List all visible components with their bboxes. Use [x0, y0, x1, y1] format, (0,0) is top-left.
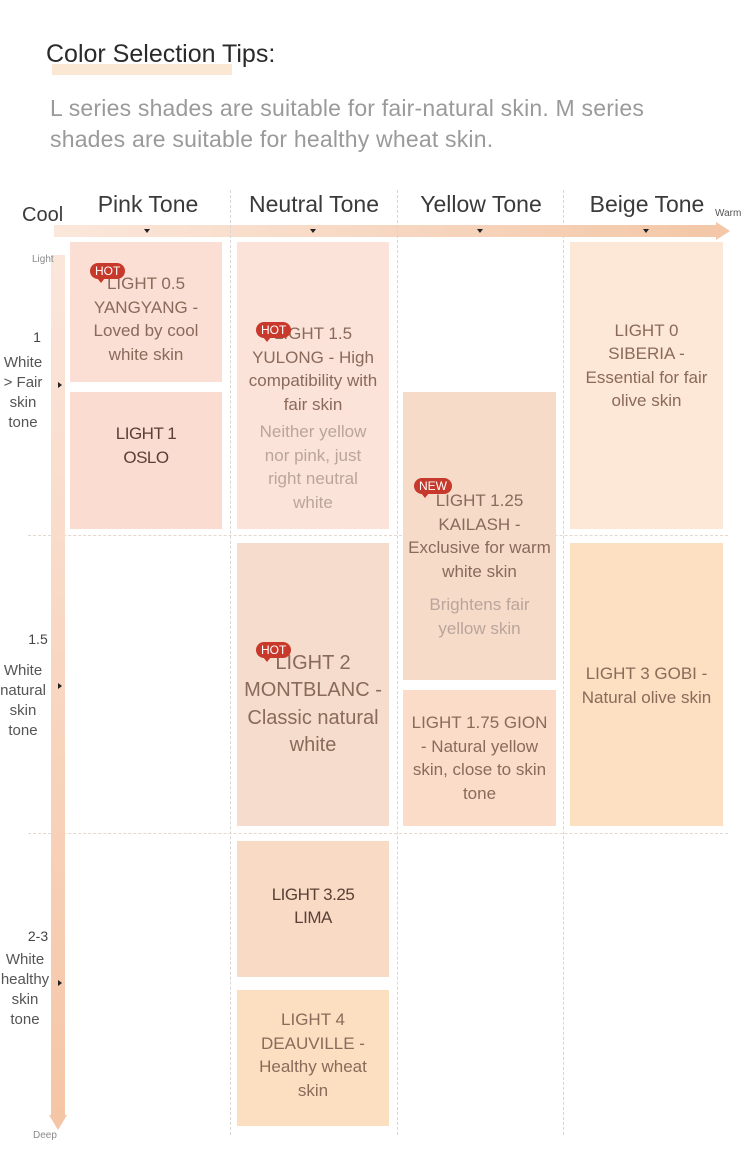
hot-badge: HOT	[256, 322, 292, 342]
cool-warm-arrow	[54, 225, 719, 237]
column-header-yellow: Yellow Tone	[420, 191, 542, 217]
hot-badge: HOT	[256, 642, 292, 662]
grid-line	[230, 190, 231, 1135]
shade-name: LIGHT 1.5 YULONG - High compatibility wi…	[248, 324, 378, 414]
column-tick	[477, 229, 483, 233]
shade-name: LIGHT 4 DEAUVILLE - Healthy wheat skin	[259, 1010, 367, 1100]
row-label: White > Fair skin tone	[3, 354, 43, 431]
shade-card-gobi[interactable]: LIGHT 3 GOBI - Natural olive skin	[570, 543, 723, 826]
shade-name: LIGHT 1.25 KAILASH - Exclusive for warm …	[408, 491, 551, 581]
warm-label: Warm	[715, 208, 742, 219]
shade-note: Neither yellow nor pink, just right neut…	[259, 422, 367, 512]
shade-card-deauville[interactable]: LIGHT 4 DEAUVILLE - Healthy wheat skin	[237, 990, 389, 1126]
shade-card-gion[interactable]: LIGHT 1.75 GION - Natural yellow skin, c…	[403, 690, 556, 826]
row-tick	[58, 980, 62, 986]
row-tick	[58, 382, 62, 388]
shade-name: LIGHT 1.75 GION - Natural yellow skin, c…	[411, 713, 548, 803]
shade-card-yangyang[interactable]: LIGHT 0.5 YANGYANG - Loved by cool white…	[70, 242, 222, 382]
shade-name: LIGHT 2 MONTBLANC - Classic natural whit…	[244, 651, 382, 757]
column-header-beige: Beige Tone	[589, 191, 705, 217]
shade-card-montblanc[interactable]: LIGHT 2 MONTBLANC - Classic natural whit…	[237, 543, 389, 826]
hot-badge: HOT	[90, 263, 126, 283]
grid-line	[28, 535, 728, 536]
page-title: Color Selection Tips:	[46, 40, 276, 68]
shade-name: LIGHT 3 GOBI - Natural olive skin	[581, 664, 712, 707]
row-number: 1	[33, 329, 41, 345]
light-label: Light	[32, 254, 54, 265]
row-label: White healthy skin tone	[0, 951, 50, 1028]
shade-card-yulong[interactable]: LIGHT 1.5 YULONG - High compatibility wi…	[237, 242, 389, 529]
shade-card-siberia[interactable]: LIGHT 0 SIBERIA - Essential for fair oli…	[570, 242, 723, 529]
row-label: White natural skin tone	[0, 662, 46, 739]
deep-label: Deep	[33, 1130, 57, 1141]
title-highlight	[52, 64, 232, 75]
shade-card-kailash[interactable]: LIGHT 1.25 KAILASH - Exclusive for warm …	[403, 392, 556, 680]
page-subtitle: L series shades are suitable for fair-na…	[50, 95, 645, 152]
light-deep-arrowhead	[49, 1115, 67, 1130]
row-number: 1.5	[28, 631, 48, 647]
row-tick	[58, 683, 62, 689]
shade-name: LIGHT 0 SIBERIA - Essential for fair oli…	[585, 320, 708, 411]
grid-line	[28, 833, 728, 834]
column-tick	[310, 229, 316, 233]
shade-name: LIGHT 3.25 LIMA	[271, 884, 355, 928]
column-header-pink: Pink Tone	[97, 191, 199, 217]
cool-warm-arrowhead	[716, 222, 730, 240]
shade-note: Brightens fair yellow skin	[429, 595, 530, 638]
new-badge: NEW	[414, 478, 452, 498]
column-tick	[144, 229, 150, 233]
shade-name: LIGHT 0.5 YANGYANG - Loved by cool white…	[93, 274, 199, 364]
column-tick	[643, 229, 649, 233]
shade-card-oslo[interactable]: LIGHT 1 OSLO	[70, 392, 222, 529]
grid-line	[397, 190, 398, 1135]
cool-label: Cool	[22, 204, 64, 226]
grid-line	[563, 190, 564, 1135]
shade-name: LIGHT 1 OSLO	[115, 424, 177, 467]
row-number: 2-3	[27, 928, 49, 944]
column-header-neutral: Neutral Tone	[249, 191, 379, 217]
shade-card-lima[interactable]: LIGHT 3.25 LIMA	[237, 841, 389, 977]
